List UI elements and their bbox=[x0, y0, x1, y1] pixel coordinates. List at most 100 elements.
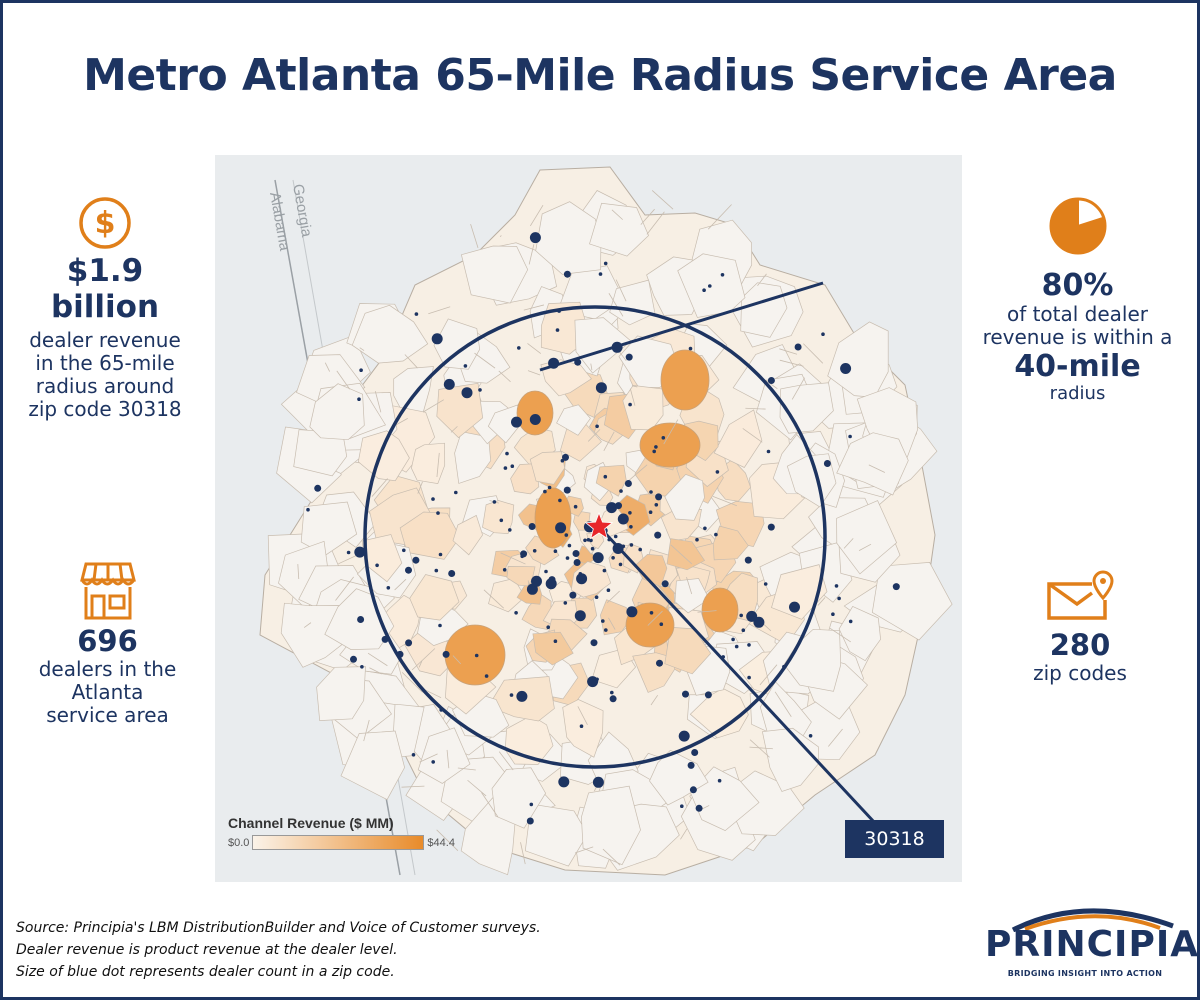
dealer-dot bbox=[411, 753, 416, 757]
dealer-dot bbox=[625, 353, 633, 361]
zip-region bbox=[340, 730, 405, 801]
zip-region bbox=[524, 803, 589, 867]
dealer-dot bbox=[794, 343, 802, 351]
zip-boundary bbox=[367, 652, 388, 667]
dealer-dot bbox=[601, 619, 605, 623]
principia-logo: PRINCIPIA BRIDGING INSIGHT INTO ACTION bbox=[985, 902, 1198, 992]
zip-boundary bbox=[374, 391, 382, 413]
zip-boundary bbox=[527, 343, 542, 354]
zip-region bbox=[532, 631, 574, 666]
zip-boundary bbox=[401, 785, 425, 788]
dealer-dot bbox=[564, 533, 569, 537]
dealer-dot bbox=[529, 232, 541, 244]
zip-region bbox=[574, 317, 632, 374]
svg-text:$: $ bbox=[95, 206, 116, 241]
zip-region bbox=[309, 383, 365, 441]
revenue-line4: zip code 30318 bbox=[28, 397, 182, 421]
zip-boundary bbox=[457, 767, 476, 771]
dealer-dot bbox=[544, 569, 548, 574]
dealer-dot bbox=[350, 655, 357, 663]
dealer-dot bbox=[626, 606, 638, 618]
zip-boundary bbox=[763, 623, 772, 632]
dealer-dot bbox=[463, 364, 468, 368]
dealer-dot bbox=[454, 490, 458, 495]
dealer-dot bbox=[558, 776, 570, 788]
zip-boundary bbox=[500, 552, 526, 565]
dealer-dot bbox=[502, 568, 507, 572]
dealer-dot bbox=[609, 695, 617, 703]
radius-circle-40-mile bbox=[363, 305, 827, 769]
dealer-dot bbox=[405, 566, 412, 574]
share-line3: radius bbox=[1049, 383, 1106, 404]
zip-region bbox=[452, 514, 483, 556]
zip-region bbox=[570, 561, 612, 598]
zip-region bbox=[433, 318, 481, 370]
dealer-dot bbox=[514, 611, 518, 615]
zip-region bbox=[409, 574, 460, 621]
dealer-dot bbox=[412, 556, 420, 564]
zip-boundary bbox=[829, 627, 851, 643]
zip-boundary bbox=[474, 352, 496, 369]
dealer-dot bbox=[611, 556, 615, 560]
zip-boundary bbox=[417, 481, 423, 494]
zip-boundary bbox=[686, 576, 693, 595]
dealer-dot bbox=[661, 580, 669, 588]
dealer-dot bbox=[375, 563, 379, 568]
dealer-dot bbox=[562, 453, 569, 461]
zip-boundary bbox=[436, 829, 459, 852]
zip-boundary bbox=[651, 190, 674, 210]
zip-boundary bbox=[803, 343, 824, 364]
dealers-line2: Atlanta bbox=[71, 680, 144, 704]
dealer-dot bbox=[586, 538, 591, 542]
zip-boundary bbox=[779, 348, 798, 355]
dealer-dot bbox=[615, 502, 622, 510]
dealer-dot bbox=[603, 261, 608, 266]
dealer-dot bbox=[543, 489, 547, 494]
dealer-dot bbox=[654, 445, 658, 449]
zip-boundary bbox=[303, 622, 312, 628]
dealer-dot bbox=[503, 466, 508, 470]
zip-region bbox=[595, 464, 627, 497]
zip-boundary bbox=[452, 655, 461, 665]
zip-boundary bbox=[529, 204, 544, 227]
legend-max: $44.4 bbox=[427, 836, 455, 849]
zip-boundary bbox=[499, 235, 502, 237]
dealer-dot bbox=[848, 619, 853, 624]
dealer-dot bbox=[592, 776, 604, 788]
dealer-dot bbox=[360, 665, 364, 669]
dealer-dot bbox=[731, 637, 735, 642]
zip-region bbox=[357, 430, 410, 482]
dealer-dot bbox=[529, 802, 534, 807]
dealer-dot bbox=[840, 363, 852, 374]
dealer-dot bbox=[587, 676, 599, 688]
dealer-dot bbox=[531, 575, 542, 587]
dealer-dot bbox=[621, 544, 626, 549]
zip-boundary bbox=[629, 388, 636, 406]
page-title: Metro Atlanta 65-Mile Radius Service Are… bbox=[83, 50, 1117, 101]
dealer-dot bbox=[717, 778, 722, 783]
zip-region bbox=[535, 201, 602, 275]
dealer-dot bbox=[688, 346, 693, 351]
dealer-dot bbox=[715, 470, 720, 474]
dealer-dot bbox=[892, 583, 900, 591]
share-line2: revenue is within a bbox=[982, 325, 1173, 349]
dealer-dot bbox=[767, 377, 775, 384]
zip-boundary bbox=[446, 749, 450, 769]
dealer-dot bbox=[767, 523, 775, 531]
zip-boundary bbox=[631, 385, 638, 388]
zip-boundary bbox=[577, 706, 588, 725]
revenue-line1: dealer revenue bbox=[29, 328, 181, 352]
zip-boundary bbox=[574, 846, 594, 854]
dealer-dot bbox=[744, 556, 752, 564]
source-line3: Size of blue dot represents dealer count… bbox=[16, 964, 395, 980]
dealer-dot bbox=[753, 616, 765, 628]
zip-boundary bbox=[371, 478, 388, 497]
dealer-dot bbox=[414, 312, 419, 316]
zip-boundary bbox=[828, 728, 843, 747]
zip-boundary bbox=[527, 370, 541, 376]
dealer-dot bbox=[529, 414, 541, 425]
dealers-line3: service area bbox=[46, 703, 169, 727]
dealer-dot bbox=[431, 760, 435, 764]
zip-boundary bbox=[606, 590, 620, 604]
dealer-dot bbox=[606, 588, 611, 592]
